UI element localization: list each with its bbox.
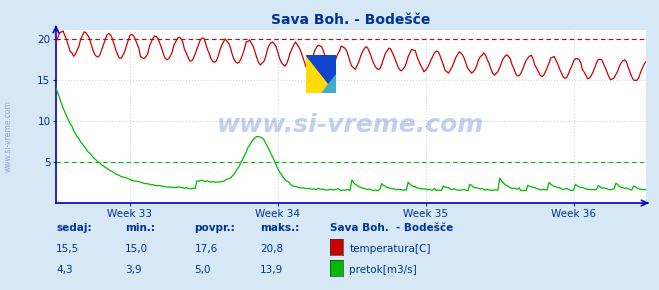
Text: www.si-vreme.com: www.si-vreme.com: [3, 100, 13, 172]
Text: www.si-vreme.com: www.si-vreme.com: [217, 113, 484, 137]
Text: povpr.:: povpr.:: [194, 222, 235, 233]
Polygon shape: [306, 55, 336, 93]
Text: 13,9: 13,9: [260, 264, 283, 275]
Text: 15,0: 15,0: [125, 244, 148, 254]
Text: 17,6: 17,6: [194, 244, 217, 254]
Text: Sava Boh.  - Bodešče: Sava Boh. - Bodešče: [330, 222, 453, 233]
Text: temperatura[C]: temperatura[C]: [349, 244, 431, 254]
Text: min.:: min.:: [125, 222, 156, 233]
Text: maks.:: maks.:: [260, 222, 300, 233]
Text: 5,0: 5,0: [194, 264, 211, 275]
Text: sedaj:: sedaj:: [56, 222, 92, 233]
Polygon shape: [306, 55, 336, 93]
Title: Sava Boh. - Bodešče: Sava Boh. - Bodešče: [272, 12, 430, 26]
Text: 15,5: 15,5: [56, 244, 79, 254]
Text: 3,9: 3,9: [125, 264, 142, 275]
Text: 4,3: 4,3: [56, 264, 72, 275]
Text: pretok[m3/s]: pretok[m3/s]: [349, 264, 417, 275]
Polygon shape: [322, 74, 336, 93]
Text: 20,8: 20,8: [260, 244, 283, 254]
